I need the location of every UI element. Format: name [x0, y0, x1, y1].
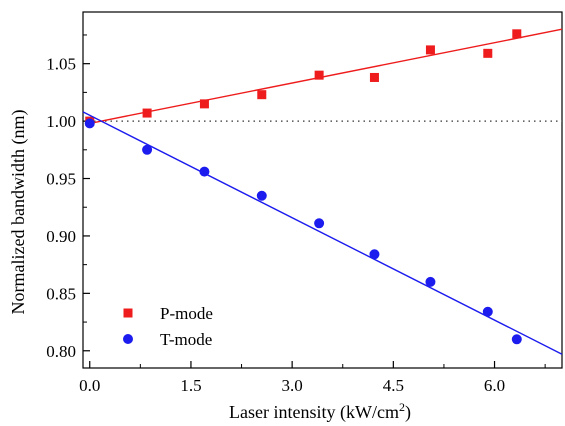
t-mode-point	[314, 218, 325, 229]
p-mode-point	[512, 29, 522, 39]
t-mode-point	[256, 190, 267, 201]
t-mode-fit-line	[82, 111, 563, 355]
x-tick-label: 4.5	[383, 376, 404, 395]
t-mode-point	[142, 144, 153, 155]
t-mode-point	[511, 334, 522, 345]
t-mode-point	[482, 306, 493, 317]
y-tick-label: 1.00	[46, 112, 76, 131]
x-tick-label: 1.5	[180, 376, 201, 395]
plot-frame	[82, 11, 563, 369]
x-axis-title: Laser intensity (kW/cm2)	[229, 400, 411, 423]
p-mode-point	[483, 48, 493, 58]
p-mode-point	[142, 108, 152, 118]
t-mode-point	[425, 276, 436, 287]
y-tick-label: 1.05	[46, 55, 76, 74]
x-tick-label: 3.0	[282, 376, 303, 395]
t-mode-point	[84, 118, 95, 129]
plot-area: 0.0 1.5 3.0 4.5 6.0 0.80 0.85 0.90 0.95 1.00 1.05 P…	[46, 11, 563, 395]
y-tick-label: 0.85	[46, 284, 76, 303]
x-axis-title-text: Laser intensity (kW/cm	[229, 402, 399, 423]
x-tick-label: 0.0	[79, 376, 100, 395]
x-tick-label: 6.0	[484, 376, 505, 395]
legend-t-mode-marker	[123, 334, 133, 344]
p-mode-fit-line	[89, 28, 563, 125]
p-mode-point	[199, 99, 209, 109]
p-mode-point	[369, 72, 379, 82]
t-mode-point	[199, 166, 210, 177]
legend-t-mode-label: T-mode	[160, 330, 212, 349]
y-tick-label: 0.80	[46, 342, 76, 361]
p-mode-point	[257, 90, 267, 100]
p-mode-point	[314, 70, 324, 80]
t-mode-point	[369, 249, 380, 260]
y-tick-label: 0.95	[46, 170, 76, 189]
p-mode-point	[425, 45, 435, 55]
x-axis-title-suffix: )	[405, 402, 411, 423]
legend-p-mode-label: P-mode	[160, 304, 213, 323]
x-axis-title-superscript: 2	[399, 400, 405, 414]
y-tick-label: 0.90	[46, 227, 76, 246]
legend-p-mode-marker	[123, 308, 133, 318]
y-axis-title: Normalized bandwidth (nm)	[8, 110, 29, 315]
